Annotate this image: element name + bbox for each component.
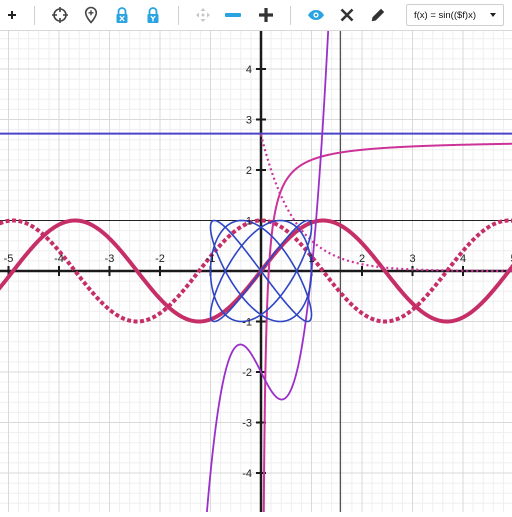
function-select-value: f(x) = sin(($f)x) xyxy=(414,9,477,21)
zoom-in-button[interactable] xyxy=(255,4,277,26)
series-hyperbola xyxy=(262,142,512,517)
toolbar-divider xyxy=(34,6,35,25)
pan-button[interactable] xyxy=(192,4,214,26)
series-polynomial xyxy=(205,0,331,517)
x-tick-label: 4 xyxy=(460,253,466,265)
x-tick-label: 3 xyxy=(409,253,415,265)
y-tick-label: -1 xyxy=(242,317,252,329)
x-tick-label: -2 xyxy=(155,253,165,265)
y-tick-label: -3 xyxy=(242,418,252,430)
y-tick-label: 4 xyxy=(246,64,252,76)
plus-small-icon xyxy=(8,11,16,19)
y-tick-label: -2 xyxy=(242,367,252,379)
pencil-icon xyxy=(371,8,385,22)
x-tick-label: 5 xyxy=(510,253,512,265)
series-lissajous xyxy=(209,219,313,323)
graph-toolbar: f(x) = sin(($f)x) xyxy=(0,0,512,31)
location-pin-icon xyxy=(84,6,98,24)
add-button[interactable] xyxy=(1,4,23,26)
crosshair-icon xyxy=(52,7,68,23)
lock-y-button[interactable] xyxy=(142,4,164,26)
y-tick-label: -4 xyxy=(242,468,252,480)
eye-icon xyxy=(308,10,324,20)
lock-y-icon xyxy=(147,7,159,23)
crosshair-button[interactable] xyxy=(49,4,71,26)
function-select[interactable]: f(x) = sin(($f)x) xyxy=(406,4,504,26)
edit-button[interactable] xyxy=(367,4,389,26)
minus-icon xyxy=(225,13,241,17)
series-cosine xyxy=(0,218,512,324)
delete-button[interactable] xyxy=(336,4,358,26)
toolbar-divider xyxy=(290,6,291,25)
lock-x-button[interactable] xyxy=(111,4,133,26)
zoom-out-button[interactable] xyxy=(222,4,244,26)
show-button[interactable] xyxy=(305,4,327,26)
x-tick-label: 1 xyxy=(308,253,314,265)
x-tick-label: -4 xyxy=(54,253,64,265)
x-tick-label: -3 xyxy=(105,253,115,265)
location-pin-button[interactable] xyxy=(80,4,102,26)
lock-x-icon xyxy=(116,7,128,23)
chevron-down-icon xyxy=(490,13,496,17)
x-icon xyxy=(340,8,354,22)
x-tick-label: 2 xyxy=(359,253,365,265)
x-tick-label: -1 xyxy=(206,253,216,265)
plus-icon xyxy=(259,8,273,22)
y-tick-label: 1 xyxy=(246,216,252,228)
y-tick-label: 2 xyxy=(246,165,252,177)
y-tick-label: 3 xyxy=(246,115,252,127)
x-tick-label: -5 xyxy=(4,253,14,265)
series-exponential xyxy=(259,134,512,273)
toolbar-divider xyxy=(178,6,179,25)
move-arrows-icon xyxy=(196,8,210,22)
